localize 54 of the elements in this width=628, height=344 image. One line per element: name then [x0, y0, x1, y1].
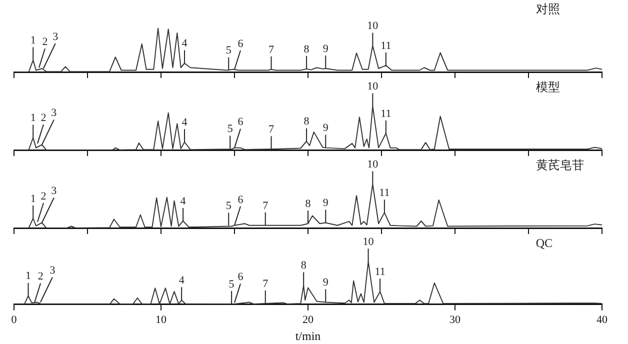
annotation: 1	[30, 112, 36, 124]
text: 模型	[536, 80, 560, 94]
annotation: 4	[178, 274, 185, 287]
annotation: 10	[367, 158, 379, 171]
annotation: 3	[52, 30, 59, 43]
x-axis-title: t/min	[295, 328, 321, 343]
annotation: 6	[238, 38, 244, 50]
annotation: 3	[50, 264, 56, 277]
annotation: 9	[322, 276, 329, 289]
annotation: 6	[238, 194, 244, 206]
annotation: 4	[180, 195, 186, 208]
annotation: 8	[304, 43, 310, 56]
annotation: 7	[262, 200, 269, 212]
annotation: 3	[51, 107, 58, 120]
annotation: 2	[38, 270, 44, 283]
annotation: 5	[226, 200, 232, 212]
annotation: 5	[226, 44, 232, 57]
text: 对照	[536, 2, 560, 16]
annotation: 11	[374, 266, 386, 278]
annotation: 6	[238, 116, 244, 128]
x-tick-label: 10	[156, 314, 167, 326]
annotation: 4	[182, 116, 188, 129]
annotation: 1	[30, 34, 36, 47]
text: 黄芪皂苷	[536, 158, 584, 172]
x-tick-label: 40	[596, 314, 608, 326]
x-tick-label: 20	[302, 314, 314, 326]
annotation: 7	[268, 44, 274, 56]
annotation: 2	[40, 112, 46, 124]
annotation: 1	[30, 192, 36, 205]
annotation: 7	[268, 124, 274, 136]
annotation: 10	[367, 80, 379, 93]
annotation: 8	[304, 116, 310, 128]
annotation: 2	[42, 36, 48, 48]
annotation: 7	[262, 278, 269, 290]
text: QC	[536, 236, 553, 250]
annotation: 5	[228, 278, 235, 290]
annotation: 3	[51, 185, 58, 198]
annotation: 9	[322, 42, 329, 55]
annotation: 8	[300, 260, 307, 272]
annotation: 11	[380, 108, 392, 120]
annotation: 9	[322, 197, 329, 210]
annotation: 9	[322, 122, 329, 134]
x-tick-label: 30	[450, 314, 461, 326]
annotation: 11	[379, 187, 390, 200]
annotation: 1	[26, 270, 32, 282]
annotation: 5	[227, 123, 234, 136]
annotation: 10	[367, 20, 379, 32]
annotation: 10	[362, 236, 374, 248]
annotation: 4	[182, 38, 188, 50]
annotation: 11	[380, 40, 392, 52]
annotation: 8	[305, 198, 312, 210]
annotation: 6	[238, 271, 244, 284]
x-tick-label: 0	[11, 314, 18, 326]
annotation: 2	[40, 190, 46, 202]
